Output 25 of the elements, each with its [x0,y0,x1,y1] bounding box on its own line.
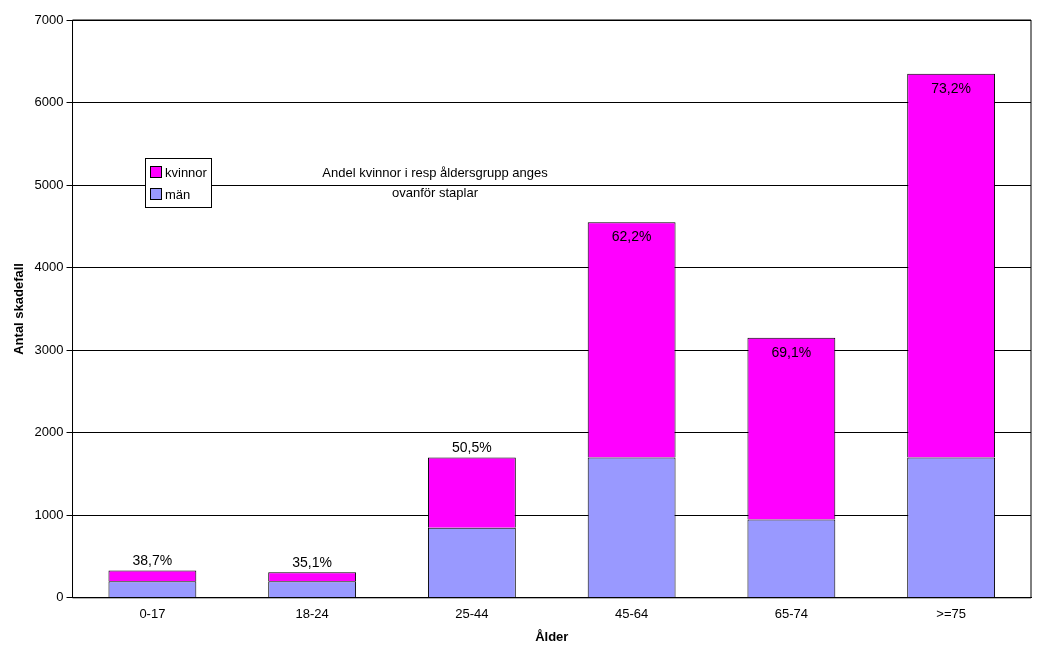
annotation: 73,2% [931,79,971,96]
y-tick-label: 2000 [34,424,64,440]
annotation: 69,1% [771,343,812,360]
y-tick-label: 4000 [34,259,64,275]
annotation: Andel kvinnor i resp åldersgrupp anges ovanför staplar [321,164,549,202]
y-tick-label: 3000 [34,341,64,357]
x-tick-label: 0-17 [139,606,166,622]
y-tick-label: 6000 [34,94,64,110]
legend-label: män [165,186,191,202]
y-axis-title: Antal skadefall [11,263,27,355]
x-tick-label: 18-24 [295,606,329,622]
x-tick-label: 45-64 [615,606,649,622]
annotation: 35,1% [292,554,332,571]
x-tick-label: >=75 [936,606,966,622]
x-tick-label: 25-44 [455,606,489,622]
legend-label: kvinnor [165,164,207,180]
annotation: 62,2% [611,228,652,245]
x-axis-title: Ålder [535,628,569,644]
y-tick-label: 7000 [34,11,64,27]
y-tick-label: 5000 [34,176,64,192]
y-tick-label: 0 [56,589,64,605]
x-tick-label: 65-74 [774,606,809,622]
annotation: 50,5% [452,439,492,456]
y-tick-label: 1000 [34,506,64,522]
annotation: 38,7% [132,552,173,569]
